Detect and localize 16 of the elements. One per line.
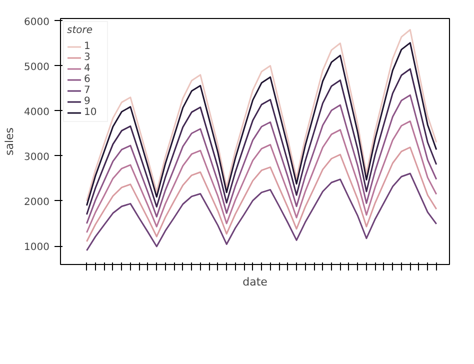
legend-label: 1 [84, 41, 92, 52]
y-tick-label: 4000 [24, 106, 50, 118]
y-tick-label: 3000 [24, 152, 50, 163]
y-tick-label: 5000 [24, 62, 50, 73]
legend-label: 6 [84, 74, 92, 85]
legend-title: store [67, 25, 94, 36]
x-axis-title: date [242, 276, 268, 288]
y-tick-label: 6000 [24, 16, 50, 28]
y-tick-label: 1000 [24, 242, 50, 254]
legend-label: 4 [84, 63, 92, 74]
y-axis-title: sales [3, 127, 16, 156]
legend-label: 3 [84, 52, 92, 63]
legend-label: 7 [84, 85, 92, 96]
legend-label: 9 [84, 96, 92, 107]
legend-label: 10 [84, 107, 98, 118]
y-tick-label: 2000 [24, 196, 50, 208]
